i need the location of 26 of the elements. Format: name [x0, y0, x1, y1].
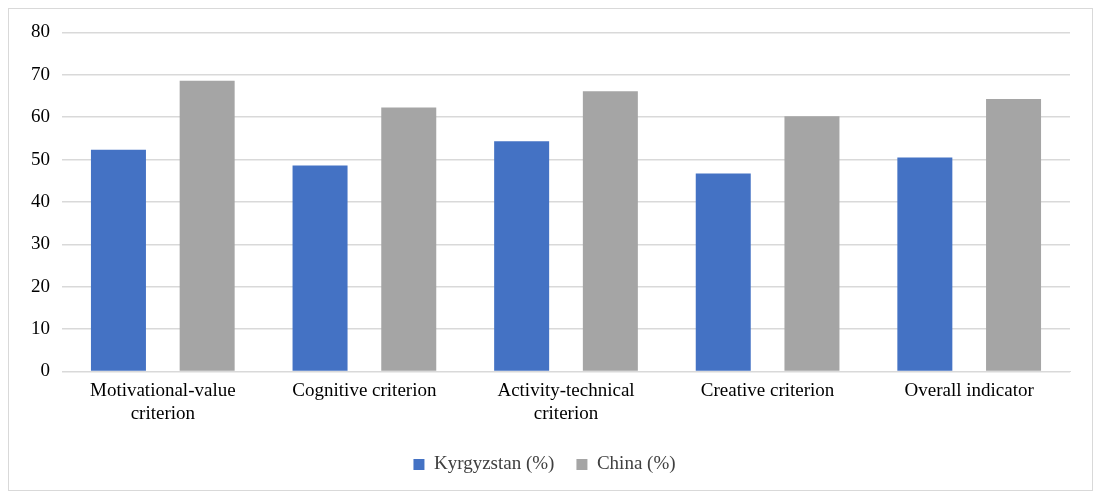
legend-label: China (%) — [596, 452, 676, 475]
x-tick-label: Cognitive criterion — [292, 378, 437, 400]
legend-label: Kyrgyzstan (%) — [433, 452, 555, 475]
y-tick-label: 50 — [31, 147, 50, 169]
bar — [179, 80, 235, 371]
y-tick-label: 30 — [31, 232, 50, 254]
y-tick-label: 70 — [31, 62, 50, 84]
x-tick-label: Overall indicator — [904, 378, 1035, 400]
bar — [695, 173, 751, 371]
y-tick-label: 60 — [31, 105, 50, 127]
x-tick-label: Creative criterion — [700, 378, 835, 400]
bar — [381, 107, 437, 371]
y-tick-label: 0 — [40, 359, 50, 381]
x-tick-label: Motivational-value criterion — [89, 378, 236, 423]
bar — [494, 141, 550, 371]
y-tick-label: 40 — [31, 189, 50, 211]
bar — [582, 91, 638, 371]
bar — [986, 98, 1042, 371]
bar — [897, 157, 953, 371]
x-tick-label: Activity-technical criterion — [497, 378, 635, 423]
bar — [292, 165, 348, 371]
bar — [90, 149, 146, 371]
y-tick-label: 80 — [31, 20, 50, 42]
y-tick-label: 20 — [31, 274, 50, 296]
y-tick-label: 10 — [31, 317, 50, 339]
bar — [784, 116, 840, 371]
